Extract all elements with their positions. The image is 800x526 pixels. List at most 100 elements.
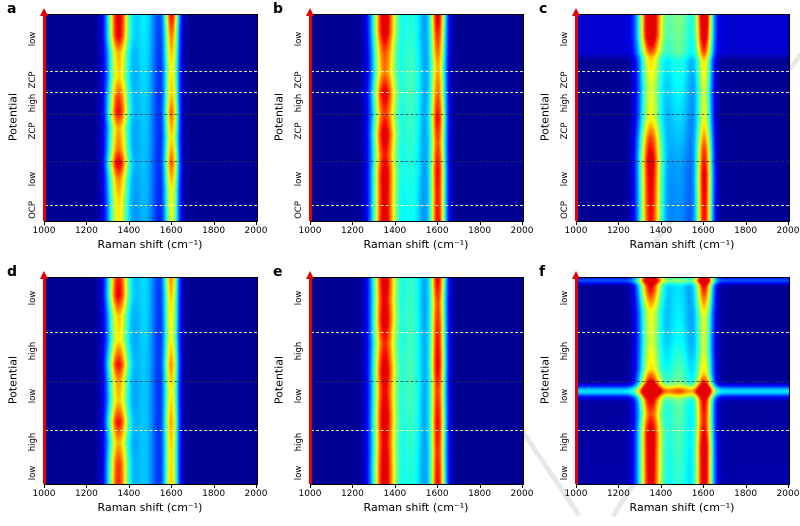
x-tick (745, 484, 747, 488)
y-region-label: low (560, 290, 570, 305)
x-tick (86, 221, 88, 225)
y-region-label: OCP (560, 200, 570, 219)
x-tick-label: 1800 (468, 226, 492, 236)
x-tick (522, 221, 523, 225)
x-tick (437, 221, 439, 225)
x-tick (479, 221, 481, 225)
x-tick-label: 1000 (298, 489, 322, 499)
x-tick-label: 1000 (298, 226, 322, 236)
x-axis-title: Raman shift (cm⁻¹) (629, 238, 735, 251)
y-region-label: high (560, 93, 570, 112)
x-tick (310, 221, 311, 225)
heatmap-plot (306, 271, 524, 485)
y-region-label: high (560, 432, 570, 452)
x-tick-label: 1200 (340, 489, 364, 499)
raman-heatmap-panel-e: e Potential low high low high low 1000 1200 14… (266, 263, 534, 526)
x-tick-label: 2000 (510, 489, 534, 499)
y-region-label: ZCP (560, 122, 570, 140)
panel-letter: a (7, 1, 17, 17)
x-tick-label: 1600 (425, 226, 449, 236)
x-tick-label: 2000 (776, 226, 800, 236)
heatmap-plot (306, 8, 524, 222)
x-tick-label: 2000 (244, 489, 268, 499)
x-tick-label: 1800 (734, 226, 758, 236)
y-region-label: ZCP (294, 71, 304, 89)
heatmap-canvas (577, 15, 789, 221)
y-region-label: low (294, 171, 304, 187)
x-tick (576, 221, 577, 225)
x-tick (788, 484, 789, 488)
x-tick-label: 1400 (649, 226, 673, 236)
x-tick (256, 221, 257, 225)
y-axis-title: Potential (272, 92, 286, 142)
x-tick-label: 1400 (117, 489, 141, 499)
y-region-label: high (294, 93, 304, 112)
potential-axis-arrow-icon (40, 271, 48, 484)
x-tick (788, 221, 789, 225)
y-region-label: low (294, 465, 304, 480)
heatmap-plot (572, 271, 790, 485)
y-region-label: low (560, 171, 570, 187)
y-region-label: low (560, 389, 570, 404)
x-tick-label: 1000 (32, 489, 56, 499)
raman-heatmap-panel-d: d Potential low high low high low 1000 1200 14… (0, 263, 268, 526)
x-tick-label: 1600 (691, 226, 715, 236)
x-tick-label: 2000 (510, 226, 534, 236)
x-tick (310, 484, 311, 488)
x-axis-title: Raman shift (cm⁻¹) (629, 501, 735, 514)
potential-axis-arrow-icon (306, 8, 314, 221)
x-tick-label: 1200 (74, 489, 98, 499)
x-tick (171, 221, 173, 225)
x-tick-label: 1600 (159, 489, 183, 499)
x-tick (256, 484, 257, 488)
x-tick (394, 484, 396, 488)
y-region-label: ZCP (28, 122, 38, 140)
x-tick-label: 1600 (159, 226, 183, 236)
y-axis-title: Potential (6, 355, 20, 405)
x-tick (745, 221, 747, 225)
y-region-label: low (294, 290, 304, 305)
y-region-label: high (28, 432, 38, 452)
y-region-label: OCP (294, 200, 304, 219)
x-axis: 1000 1200 1400 1600 1800 2000 Raman shift (cm… (299, 221, 533, 261)
y-region-label: low (28, 465, 38, 480)
x-tick (44, 484, 45, 488)
x-tick (576, 484, 577, 488)
x-tick (86, 484, 88, 488)
potential-axis-arrow-icon (572, 271, 580, 484)
x-tick-label: 1800 (468, 489, 492, 499)
x-axis: 1000 1200 1400 1600 1800 2000 Raman shift (cm… (33, 221, 267, 261)
y-region-label: low (294, 389, 304, 404)
x-tick-label: 1600 (425, 489, 449, 499)
heatmap-canvas (45, 15, 257, 221)
y-region-label: low (294, 31, 304, 46)
x-axis: 1000 1200 1400 1600 1800 2000 Raman shift (cm… (565, 221, 799, 261)
heatmap-canvas (311, 15, 523, 221)
panel-letter: d (7, 264, 18, 280)
y-region-label: high (28, 93, 38, 112)
y-axis-title: Potential (272, 355, 286, 405)
x-tick (213, 484, 215, 488)
heatmap-plot (40, 8, 258, 222)
x-axis: 1000 1200 1400 1600 1800 2000 Raman shift (cm… (565, 484, 799, 524)
x-tick (660, 484, 662, 488)
x-axis-title: Raman shift (cm⁻¹) (363, 238, 469, 251)
raman-heatmap-panel-a: a Potential low ZCP high ZCP low OCP 1000 1200… (0, 0, 268, 263)
y-region-label: low (560, 465, 570, 480)
y-region-label: low (28, 389, 38, 404)
x-tick-label: 1200 (606, 489, 630, 499)
heatmap-canvas (45, 278, 257, 484)
panel-letter: e (273, 264, 283, 280)
y-region-label: high (294, 432, 304, 452)
x-tick-label: 1800 (202, 226, 226, 236)
y-axis-title: Potential (6, 92, 20, 142)
y-region-label: low (28, 31, 38, 46)
x-tick-label: 1000 (32, 226, 56, 236)
x-tick (522, 484, 523, 488)
y-region-label: high (560, 341, 570, 361)
x-axis: 1000 1200 1400 1600 1800 2000 Raman shift (cm… (299, 484, 533, 524)
panel-letter: c (539, 1, 548, 17)
x-tick (128, 484, 130, 488)
x-tick (394, 221, 396, 225)
